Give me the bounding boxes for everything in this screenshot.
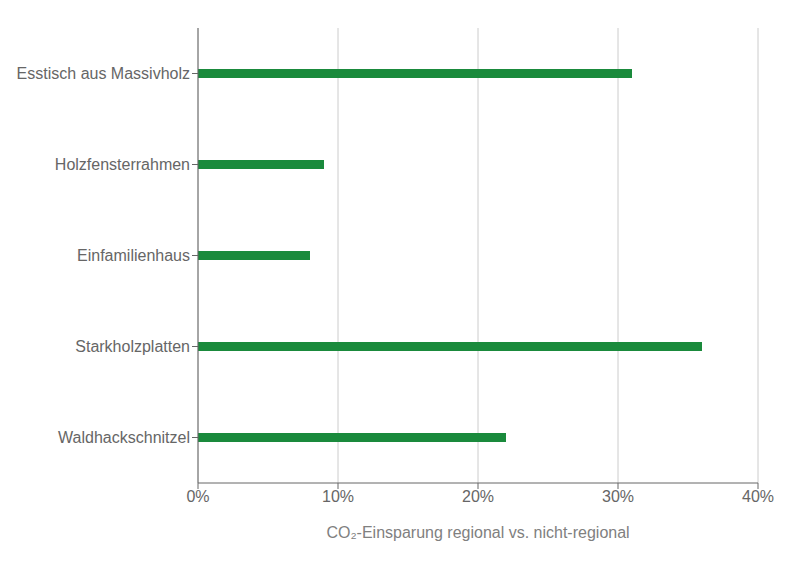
svg-text:CO₂-Einsparung regional vs. ni: CO₂-Einsparung regional vs. nicht-region… (326, 524, 629, 541)
svg-text:Einfamilienhaus: Einfamilienhaus (77, 247, 190, 264)
svg-text:10%: 10% (322, 488, 354, 505)
svg-text:0%: 0% (186, 488, 209, 505)
svg-text:20%: 20% (462, 488, 494, 505)
svg-text:40%: 40% (742, 488, 774, 505)
svg-text:Waldhackschnitzel: Waldhackschnitzel (58, 429, 190, 446)
svg-text:Holzfensterrahmen: Holzfensterrahmen (55, 156, 190, 173)
svg-text:30%: 30% (602, 488, 634, 505)
svg-text:Starkholzplatten: Starkholzplatten (75, 338, 190, 355)
svg-text:Esstisch aus Massivholz: Esstisch aus Massivholz (17, 65, 190, 82)
